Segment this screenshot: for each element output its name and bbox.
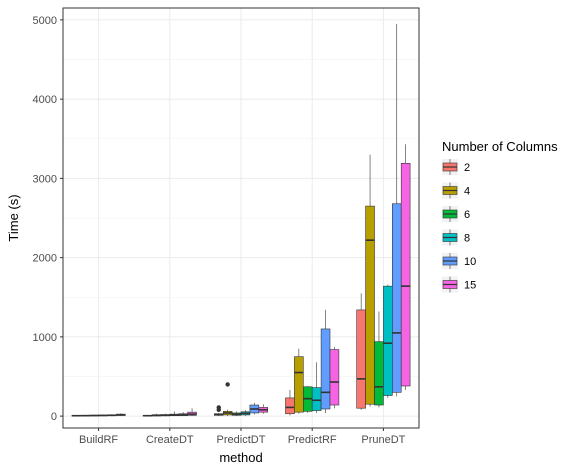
legend: Number of Columns 2 4 6 8 10 15 xyxy=(442,139,558,293)
box-BuildRF-8 xyxy=(98,414,108,417)
box-BuildRF-2 xyxy=(71,414,82,417)
y-tick-label: 3000 xyxy=(33,173,57,185)
box-BuildRF-4 xyxy=(80,414,91,417)
legend-item-10: 10 xyxy=(442,253,476,269)
box-rect xyxy=(383,285,393,396)
box-CreateDT-15 xyxy=(187,408,197,417)
box-BuildRF-15 xyxy=(116,413,126,417)
box-PruneDT-8 xyxy=(383,284,393,398)
box-PredictDT-15 xyxy=(258,404,268,414)
y-tick-label: 0 xyxy=(51,411,57,423)
y-tick-label: 1000 xyxy=(33,332,57,344)
box-rect xyxy=(365,205,375,405)
legend-title: Number of Columns xyxy=(442,139,558,154)
box-PruneDT-4 xyxy=(365,154,375,407)
box-rect xyxy=(400,163,411,387)
box-PredictRF-15 xyxy=(329,347,340,409)
outlier-point xyxy=(216,405,221,410)
box-PredictRF-4 xyxy=(294,348,304,414)
box-rect xyxy=(311,387,322,411)
box-PredictRF-6 xyxy=(302,386,313,413)
boxes-layer xyxy=(71,23,411,417)
grid-lines xyxy=(63,8,419,428)
box-PredictDT-4 xyxy=(222,382,233,417)
legend-label: 4 xyxy=(464,186,470,198)
box-rect xyxy=(320,328,331,410)
legend-label: 8 xyxy=(464,233,470,245)
x-axis-title: method xyxy=(219,450,262,465)
y-axis-title: Time (s) xyxy=(6,194,21,241)
x-tick-label: CreateDT xyxy=(146,434,194,446)
x-tick-label: PredictDT xyxy=(217,434,266,446)
box-BuildRF-10 xyxy=(107,414,117,417)
legend-item-15: 15 xyxy=(442,276,476,293)
legend-label: 2 xyxy=(464,162,470,174)
box-PruneDT-15 xyxy=(400,144,411,390)
legend-item-4: 4 xyxy=(442,182,470,199)
x-tick-label: BuildRF xyxy=(79,434,118,446)
legend-label: 15 xyxy=(464,280,476,292)
box-rect xyxy=(294,356,304,413)
outlier-point xyxy=(225,382,230,387)
legend-item-2: 2 xyxy=(442,159,470,175)
box-rect xyxy=(285,397,295,415)
legend-item-8: 8 xyxy=(442,229,470,246)
box-PruneDT-2 xyxy=(356,293,366,410)
axes-layer: 0 1000 2000 3000 4000 5000 BuildRF CreateDT Pred… xyxy=(33,15,406,446)
legend-label: 10 xyxy=(464,256,476,268)
legend-item-6: 6 xyxy=(442,206,470,222)
box-BuildRF-6 xyxy=(89,414,99,417)
box-rect xyxy=(391,203,402,393)
x-tick-label: PredictRF xyxy=(288,434,337,446)
box-rect xyxy=(374,341,384,406)
y-tick-label: 5000 xyxy=(33,15,57,27)
legend-label: 6 xyxy=(464,209,470,221)
y-tick-label: 2000 xyxy=(33,253,57,265)
x-tick-label: PruneDT xyxy=(361,434,405,446)
box-rect xyxy=(329,349,340,406)
box-CreateDT-2 xyxy=(142,414,153,417)
y-tick-label: 4000 xyxy=(33,94,57,106)
box-rect xyxy=(356,309,366,409)
box-PredictDT-8 xyxy=(240,410,251,417)
